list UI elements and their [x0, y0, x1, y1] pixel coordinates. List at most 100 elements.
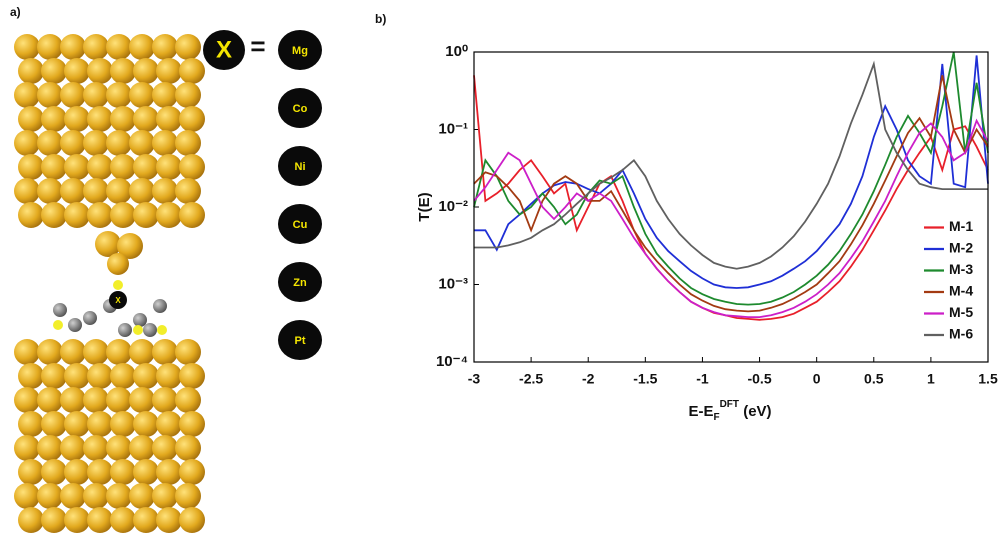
gold-atom [14, 387, 40, 413]
gold-atom [106, 130, 132, 156]
gold-atom [60, 483, 86, 509]
gold-atom [129, 483, 155, 509]
metal-label: Mg [292, 45, 308, 57]
gold-atom [110, 363, 136, 389]
gold-atom [129, 34, 155, 60]
x-label-sub: F [713, 412, 719, 423]
gold-atom [106, 82, 132, 108]
gold-atom [156, 202, 182, 228]
gold-atom [87, 58, 113, 84]
gold-atom [179, 154, 205, 180]
gold-atom [14, 82, 40, 108]
gold-atom [18, 411, 44, 437]
series-line [474, 60, 988, 270]
x-tick-label: -3 [468, 371, 481, 387]
x-tick-label: 1 [927, 371, 935, 387]
gold-atom [175, 130, 201, 156]
gold-atom [60, 387, 86, 413]
gold-atom [37, 178, 63, 204]
metal-circle [278, 88, 322, 128]
gold-atom [156, 411, 182, 437]
gold-atom [106, 387, 132, 413]
metal-circle [278, 30, 322, 70]
metal-list: Mg Co Ni Cu Zn Pt [278, 30, 322, 360]
carbon-atom [118, 323, 132, 337]
gold-atom [64, 411, 90, 437]
gold-atom [37, 82, 63, 108]
x-tick-label: -1 [696, 371, 709, 387]
series-line [473, 75, 989, 313]
x-tick-label: -1.5 [633, 371, 657, 387]
gold-atom [106, 34, 132, 60]
x-label-part: E-E [688, 403, 713, 420]
gold-atom [87, 363, 113, 389]
metal-label: Cu [293, 219, 308, 231]
gold-atom [110, 202, 136, 228]
gold-atom [175, 34, 201, 60]
gold-atom [129, 82, 155, 108]
gold-atom [18, 106, 44, 132]
metal-label: Zn [293, 277, 307, 289]
gold-atom [83, 34, 109, 60]
gold-atom [14, 130, 40, 156]
series-line [473, 118, 989, 318]
gold-atom [64, 507, 90, 533]
series-line [474, 55, 989, 289]
gold-atom [133, 459, 159, 485]
gold-atom [179, 58, 205, 84]
gold-atom [41, 106, 67, 132]
gold-atom [14, 339, 40, 365]
metal-atom-label: X [115, 296, 121, 305]
gold-atom [83, 483, 109, 509]
gold-atom [60, 178, 86, 204]
gold-atom [60, 435, 86, 461]
gold-atom [60, 130, 86, 156]
gold-atom [37, 483, 63, 509]
gold-atom [64, 58, 90, 84]
gold-atom [87, 507, 113, 533]
gold-atom [83, 387, 109, 413]
gold-atom [18, 459, 44, 485]
metal-label: Pt [295, 335, 306, 347]
gold-atom [60, 34, 86, 60]
gold-atom [106, 435, 132, 461]
sulfur-atom [113, 280, 123, 290]
legend-label: M-2 [949, 240, 973, 256]
gold-atom [95, 231, 121, 257]
gold-atom [64, 363, 90, 389]
gold-atom [179, 106, 205, 132]
metal-circle [278, 204, 322, 244]
equals-sign: = [250, 31, 265, 61]
gold-atom [152, 130, 178, 156]
gold-atom [129, 178, 155, 204]
gold-atom [64, 459, 90, 485]
x-symbol: X [216, 36, 232, 63]
sulfur-atom [53, 320, 63, 330]
gold-atom [110, 106, 136, 132]
panel-label: a) [10, 5, 21, 19]
carbon-atom [133, 313, 147, 327]
gold-atom [41, 459, 67, 485]
gold-atom [106, 483, 132, 509]
gold-atom [37, 34, 63, 60]
legend-label: M-5 [949, 304, 973, 320]
legend-label: M-3 [949, 261, 973, 277]
gold-atom [110, 154, 136, 180]
gold-atom [156, 58, 182, 84]
gold-atom [152, 435, 178, 461]
gold-atom [156, 507, 182, 533]
metal-label: Ni [295, 161, 306, 173]
gold-atom [179, 363, 205, 389]
gold-atom [175, 483, 201, 509]
series-line [473, 51, 989, 306]
gold-atom [14, 435, 40, 461]
x-label-part: (eV) [739, 403, 772, 420]
sulfur-atom [157, 325, 167, 335]
gold-atom [133, 106, 159, 132]
carbon-atom [143, 323, 157, 337]
metal-circle [278, 320, 322, 360]
gold-atom [133, 154, 159, 180]
gold-atom [175, 339, 201, 365]
gold-atom [156, 154, 182, 180]
metal-circle [278, 146, 322, 186]
